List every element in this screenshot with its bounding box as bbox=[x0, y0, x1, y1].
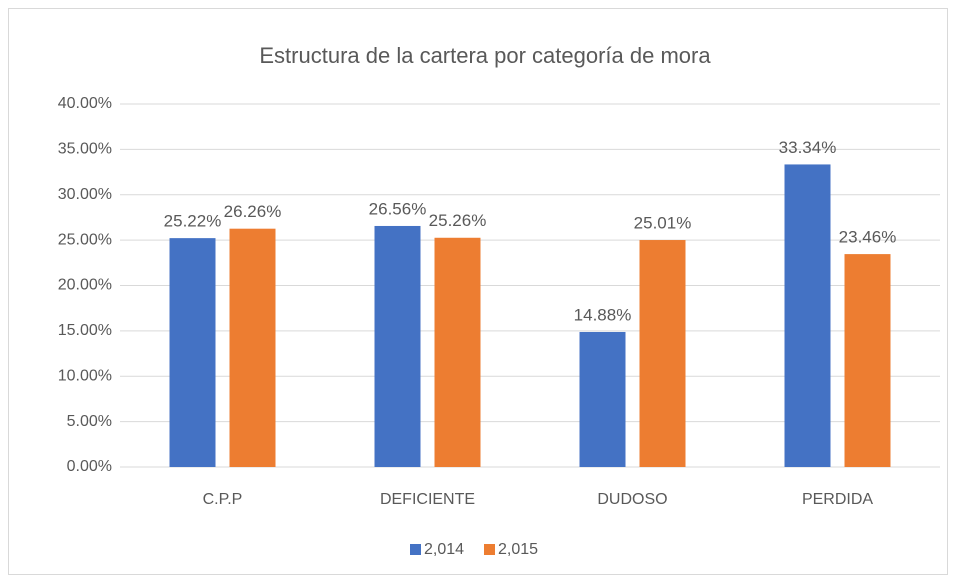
y-tick-label: 35.00% bbox=[58, 141, 112, 158]
y-tick-label: 15.00% bbox=[58, 322, 112, 339]
bar bbox=[229, 228, 276, 467]
y-tick-label: 25.00% bbox=[58, 231, 112, 248]
value-label: 14.88% bbox=[574, 305, 632, 324]
bar bbox=[374, 225, 421, 467]
y-tick-label: 40.00% bbox=[58, 95, 112, 112]
value-label: 26.56% bbox=[369, 199, 427, 218]
legend-label: 2,014 bbox=[424, 541, 464, 558]
legend-swatch bbox=[410, 544, 421, 555]
bar bbox=[784, 164, 831, 467]
y-tick-label: 20.00% bbox=[58, 277, 112, 294]
x-tick-label: DEFICIENTE bbox=[380, 491, 475, 508]
y-tick-label: 0.00% bbox=[67, 458, 112, 475]
legend-swatch bbox=[484, 544, 495, 555]
y-tick-label: 10.00% bbox=[58, 367, 112, 384]
legend-label: 2,015 bbox=[498, 541, 538, 558]
chart-title: Estructura de la cartera por categoría d… bbox=[259, 43, 711, 68]
y-tick-label: 30.00% bbox=[58, 186, 112, 203]
x-tick-label: PERDIDA bbox=[802, 491, 873, 508]
value-label: 25.26% bbox=[429, 211, 487, 230]
value-label: 25.01% bbox=[634, 214, 692, 233]
bar bbox=[434, 237, 481, 467]
value-label: 26.26% bbox=[224, 202, 282, 221]
x-tick-label: DUDOSO bbox=[597, 491, 667, 508]
value-label: 25.22% bbox=[164, 212, 222, 231]
bar bbox=[169, 238, 216, 467]
value-label: 23.46% bbox=[839, 228, 897, 247]
y-tick-label: 5.00% bbox=[67, 413, 112, 430]
bar bbox=[844, 254, 891, 467]
bar bbox=[579, 331, 626, 467]
value-label: 33.34% bbox=[779, 138, 837, 157]
x-tick-label: C.P.P bbox=[203, 491, 243, 508]
bar bbox=[639, 240, 686, 467]
